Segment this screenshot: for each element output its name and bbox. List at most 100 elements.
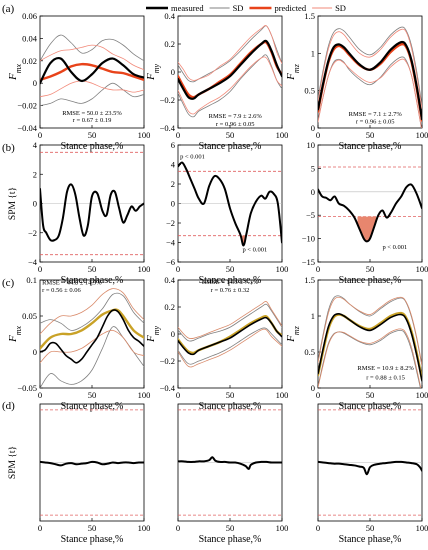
x-tick-label: 100 <box>138 390 151 400</box>
x-tick-label: 0 <box>316 523 320 533</box>
x-axis-label: Stance phase,% <box>199 275 262 286</box>
x-tick-label: 100 <box>138 130 151 140</box>
panel-b3: 0 50 100 −15 −10 −5 0 5 10 Stance phase,% p < 0.00… <box>302 140 428 286</box>
x-tick-label: 0 <box>176 130 180 140</box>
y-tick-label: 0.4 <box>164 11 175 21</box>
annotation: RMSE = 7.9 ± 2.6% <box>209 113 263 120</box>
y-tick-label: −4 <box>28 257 38 267</box>
y-tick-label: −5 <box>306 210 315 220</box>
annotation: p < 0.001 <box>180 154 205 161</box>
panel-letter: (a) <box>2 3 15 15</box>
series-predicted-sd-upper <box>178 300 282 340</box>
series-predicted-sd-lower <box>178 328 282 368</box>
x-tick-label: 50 <box>226 264 235 274</box>
y-tick-label: 0.02 <box>22 56 37 66</box>
x-tick-label: 100 <box>138 523 151 533</box>
y-tick-label: −6 <box>166 257 175 267</box>
panel-c2: 0 50 100 −0.4 −0.2 0 0.2 0.4 Stance phase,% Fmy RM… <box>145 275 288 412</box>
y-tick-label: 0 <box>311 187 315 197</box>
y-tick-label: −0.2 <box>160 356 175 366</box>
y-axis-label: Fmx <box>7 64 23 82</box>
panel-d1: 0 50 100 Stance phase,% SPM {t} <box>8 403 151 545</box>
y-axis-label: Fmz <box>285 63 301 81</box>
y-tick-label: 0.2 <box>164 302 175 312</box>
y-tick-label: 1.5 <box>304 11 315 21</box>
y-tick-label: 4 <box>33 140 38 150</box>
x-tick-label: 0 <box>176 264 180 274</box>
plot-frame <box>177 279 283 389</box>
legend: measured SD predicted SD <box>146 3 346 13</box>
y-tick-label: 1 <box>311 48 315 58</box>
y-tick-label: 0.2 <box>164 39 175 49</box>
legend-label: measured <box>171 3 204 13</box>
annotation: r = 0.67 ± 0.19 <box>73 117 112 124</box>
series-measured-sd-lower <box>318 329 421 388</box>
x-tick-label: 0 <box>316 130 320 140</box>
panel-a2: 0 50 100 −0.4 −0.2 0 0.2 0.4 Stance phase,% Fmy RM… <box>145 11 288 152</box>
x-axis-label: Stance phase,% <box>199 534 262 545</box>
x-tick-label: 50 <box>88 523 97 533</box>
y-tick-label: 0 <box>33 199 37 209</box>
x-axis-label: Stance phase,% <box>339 534 402 545</box>
series-spm <box>40 183 144 242</box>
x-tick-label: 0 <box>316 264 320 274</box>
x-tick-label: 50 <box>366 390 375 400</box>
y-tick-label: 0 <box>33 347 37 357</box>
y-tick-label: −2 <box>28 228 37 238</box>
annotation: RMSE = 14.5 ± 7.3% <box>202 279 259 286</box>
x-tick-label: 0 <box>38 390 42 400</box>
panel-b2: 0 50 100 −6 −4 −2 0 2 4 6 Stance phase,% p < 0.001 p… <box>166 140 288 286</box>
x-tick-label: 100 <box>416 130 428 140</box>
y-axis-label: Fmz <box>285 325 301 343</box>
x-tick-label: 100 <box>276 130 289 140</box>
x-tick-label: 100 <box>138 264 151 274</box>
y-tick-label: 5 <box>311 163 315 173</box>
y-tick-label: 10 <box>307 140 316 150</box>
annotation: RMSE = 50.0 ± 23.5% <box>62 110 122 117</box>
legend-item: SD <box>209 3 243 13</box>
x-tick-label: 100 <box>416 390 428 400</box>
x-tick-label: 0 <box>316 390 320 400</box>
y-axis-label: SPM {t} <box>8 187 18 220</box>
x-tick-label: 0 <box>38 523 42 533</box>
legend-item: predicted <box>249 3 307 13</box>
y-tick-label: −0.02 <box>17 101 37 111</box>
annotation: p < 0.001 <box>382 244 407 251</box>
series-predicted <box>40 62 144 82</box>
y-axis-label: Fmx <box>7 326 23 344</box>
y-tick-label: −0.4 <box>160 123 176 133</box>
series-measured <box>178 316 282 356</box>
series-measured <box>318 40 422 121</box>
x-tick-label: 50 <box>366 130 375 140</box>
x-tick-label: 100 <box>276 264 289 274</box>
y-tick-label: −10 <box>302 234 315 244</box>
y-tick-label: 1.5 <box>304 275 315 285</box>
series-spm <box>318 183 422 243</box>
annotation: r = 0.96 ± 0.05 <box>356 119 395 126</box>
x-tick-label: 50 <box>226 130 235 140</box>
panel-letter: (d) <box>2 400 15 412</box>
x-tick-label: 100 <box>416 523 428 533</box>
panel-letter: (b) <box>2 142 15 154</box>
y-tick-label: 0.06 <box>22 11 37 21</box>
annotation: r = 0.96 ± 0.05 <box>216 121 255 128</box>
x-tick-label: 100 <box>416 264 428 274</box>
y-tick-label: 6 <box>171 140 175 150</box>
x-tick-label: 50 <box>226 523 235 533</box>
annotation: p < 0.001 <box>242 246 267 253</box>
series-measured <box>40 309 144 364</box>
annotation: r = 0.88 ± 0.15 <box>366 374 405 381</box>
series-measured-sd-lower <box>40 82 144 106</box>
x-axis-label: Stance phase,% <box>61 401 124 412</box>
y-tick-label: 0 <box>311 383 315 393</box>
suprathreshold-cluster <box>238 235 249 246</box>
x-tick-label: 0 <box>176 390 180 400</box>
panel-b1: 0 50 100 −4 −2 0 2 4 Stance phase,% SPM {t} <box>8 140 150 286</box>
x-axis-label: Stance phase,% <box>199 401 262 412</box>
y-tick-label: 0 <box>171 329 175 339</box>
y-tick-label: 4 <box>171 160 176 170</box>
series-predicted-sd-lower <box>318 58 422 128</box>
panel-c3: 0 50 100 0 0.5 1 1.5 Stance phase,% Fmz RMSE = 10… <box>285 275 428 412</box>
y-tick-label: 0 <box>311 123 315 133</box>
y-tick-label: 0 <box>171 199 175 209</box>
